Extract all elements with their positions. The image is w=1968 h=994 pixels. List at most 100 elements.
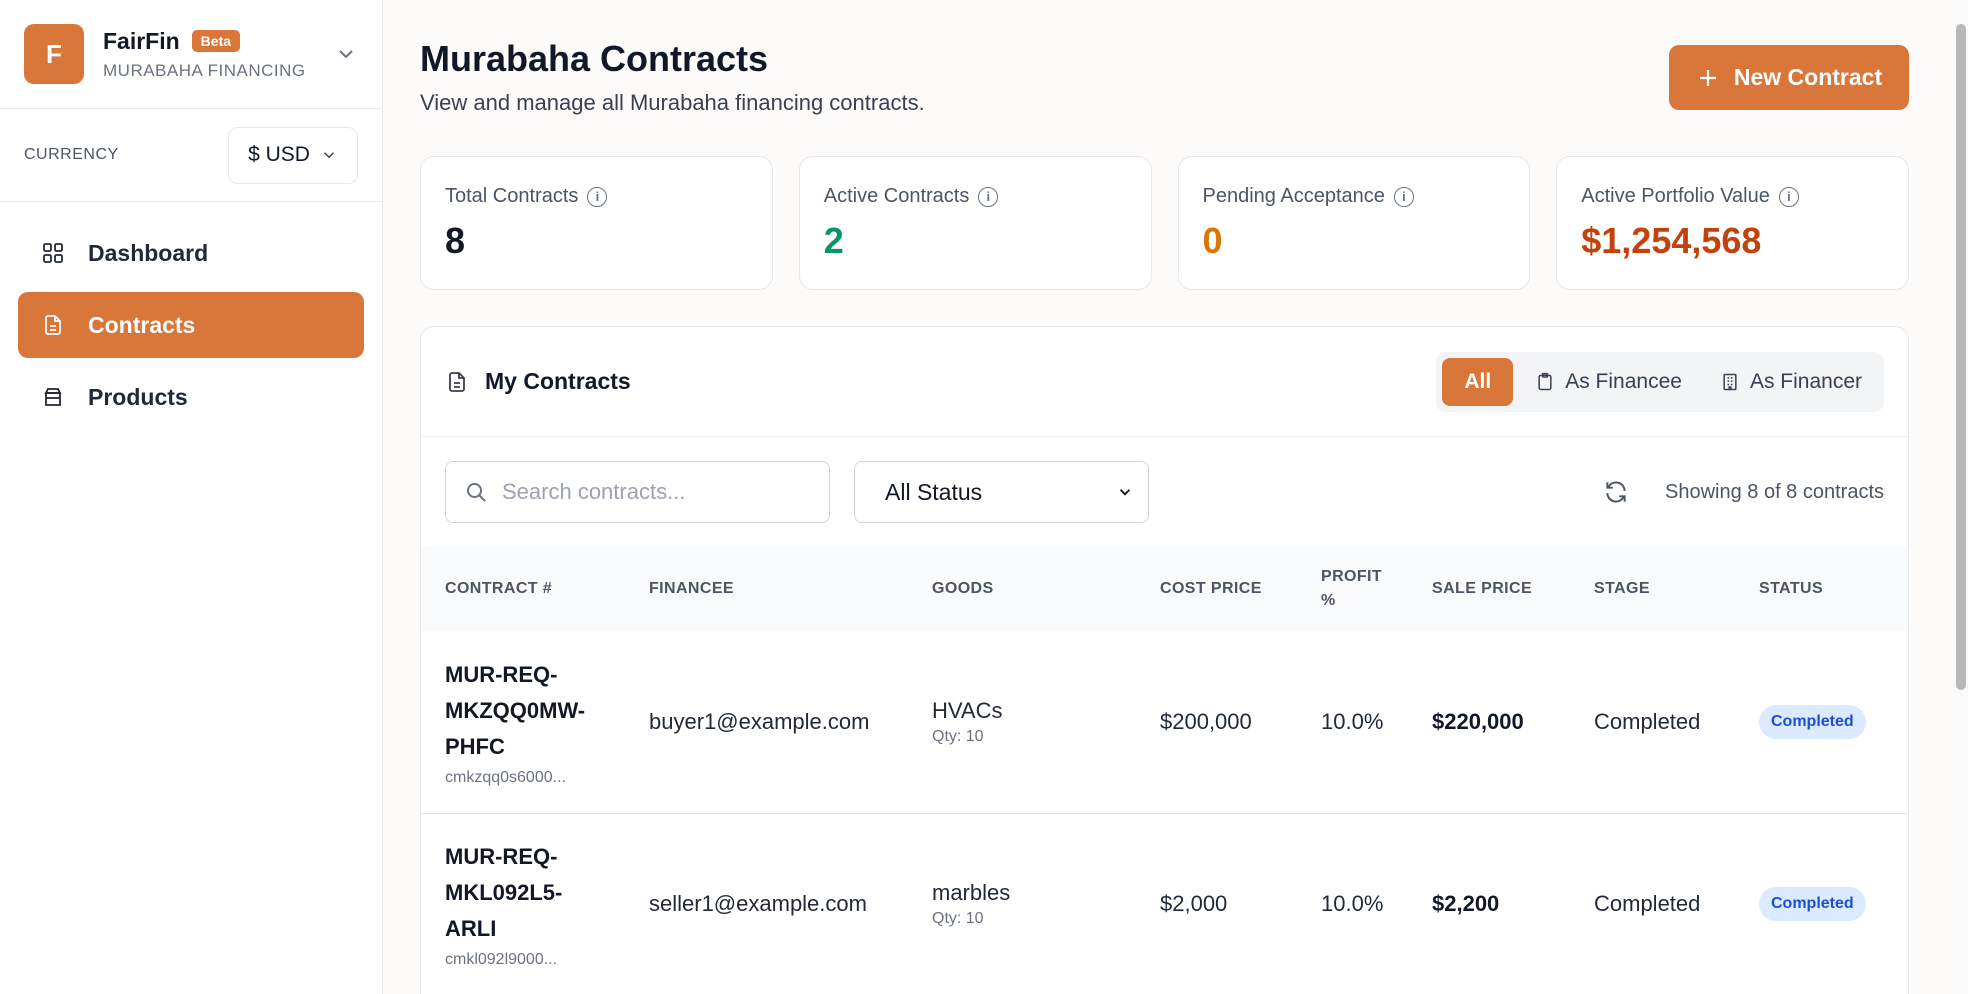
- new-contract-button[interactable]: New Contract: [1669, 45, 1909, 110]
- table-header-row: CONTRACT # FINANCEE GOODS COST PRICE PRO…: [421, 547, 1908, 631]
- search-icon: [467, 483, 486, 502]
- contract-number-line: MUR-REQ-: [445, 844, 558, 869]
- scrollbar-thumb[interactable]: [1956, 24, 1966, 690]
- financee-email: buyer1@example.com: [625, 631, 908, 814]
- contract-number-line: MUR-REQ-: [445, 661, 558, 687]
- status-filter-select[interactable]: All Status: [854, 461, 1149, 523]
- column-header-sale[interactable]: SALE PRICE: [1432, 580, 1533, 597]
- page-title: Murabaha Contracts: [420, 38, 769, 79]
- filter-label: As Financee: [1565, 369, 1682, 393]
- stat-label: Total Contracts: [445, 185, 579, 207]
- page-scrollbar[interactable]: [1954, 0, 1968, 994]
- new-contract-label: New Contract: [1733, 64, 1883, 90]
- nav-item-products[interactable]: Products: [18, 364, 364, 430]
- column-header-cost[interactable]: COST PRICE: [1160, 580, 1262, 597]
- stat-card-portfolio: Active Portfolio Value i $1,254,568: [1556, 156, 1909, 290]
- filter-as-financer[interactable]: As Financer: [1704, 358, 1878, 406]
- box-icon: [40, 384, 66, 410]
- document-icon: [449, 371, 465, 392]
- goods-qty: Qty: 10: [932, 727, 984, 745]
- stat-value: 2: [823, 220, 844, 261]
- search-input[interactable]: [502, 479, 802, 505]
- table-row[interactable]: MUR-REQ- MKL092L5- ARLI cmkl092l9000... …: [421, 813, 1908, 994]
- currency-label: CURRENCY: [24, 146, 119, 163]
- stats-row: Total Contracts i 8 Active Contracts i 2 P…: [420, 156, 1909, 290]
- column-header-goods[interactable]: GOODS: [932, 580, 994, 597]
- column-header-status[interactable]: STATUS: [1759, 580, 1824, 597]
- info-icon[interactable]: i: [978, 186, 999, 207]
- financee-email: seller1@example.com: [625, 813, 908, 994]
- info-icon[interactable]: i: [1778, 186, 1799, 207]
- currency-select[interactable]: $ USD: [228, 126, 358, 184]
- stat-label: Pending Acceptance: [1202, 185, 1385, 207]
- nav-item-contracts[interactable]: Contracts: [18, 292, 364, 358]
- contract-number-line: PHFC: [445, 733, 505, 759]
- contract-id: cmkl092l9000...: [445, 951, 558, 968]
- contracts-table: CONTRACT # FINANCEE GOODS COST PRICE PRO…: [421, 547, 1908, 994]
- main-content: Murabaha Contracts View and manage all M…: [384, 0, 1968, 994]
- info-icon[interactable]: i: [587, 186, 608, 207]
- chevron-down-icon: [323, 152, 334, 159]
- status-badge: Completed: [1759, 887, 1866, 921]
- search-box: [445, 461, 830, 523]
- profit-header-line: %: [1321, 592, 1336, 609]
- sale-price: $2,200: [1408, 813, 1570, 994]
- stat-value: 0: [1202, 220, 1223, 261]
- contract-id: cmkzqq0s6000...: [445, 768, 566, 786]
- nav-item-label: Contracts: [88, 311, 196, 338]
- stage: Completed: [1570, 813, 1735, 994]
- sidebar: F FairFin Beta MURABAHA FINANCING CURREN…: [0, 0, 383, 994]
- sale-price: $220,000: [1408, 631, 1570, 814]
- stat-value: $1,254,568: [1581, 220, 1762, 261]
- contracts-card: My Contracts All As Financee As Financer: [420, 326, 1909, 994]
- main-nav: Dashboard Contracts Products: [0, 202, 382, 454]
- contract-number-line: MKZQQ0MW-: [445, 697, 586, 723]
- brand-subtitle: MURABAHA FINANCING: [103, 60, 306, 80]
- stat-label: Active Contracts: [823, 185, 970, 207]
- cost-price: $2,000: [1136, 813, 1297, 994]
- filter-all[interactable]: All: [1442, 357, 1514, 406]
- currency-value: $ USD: [248, 143, 310, 166]
- cost-price: $200,000: [1136, 631, 1297, 814]
- goods-qty: Qty: 10: [932, 910, 984, 927]
- beta-badge: Beta: [191, 30, 241, 52]
- nav-item-label: Products: [88, 383, 188, 410]
- contract-number[interactable]: MUR-REQ- MKL092L5- ARLI: [445, 839, 605, 947]
- stage: Completed: [1570, 631, 1735, 814]
- nav-item-dashboard[interactable]: Dashboard: [18, 220, 364, 286]
- goods-name: HVACs: [932, 697, 1003, 723]
- profit-percent: 10.0%: [1297, 813, 1408, 994]
- column-header-profit[interactable]: PROFIT %: [1297, 547, 1408, 631]
- building-icon: [1723, 373, 1737, 390]
- refresh-icon[interactable]: [1603, 479, 1629, 505]
- plus-icon: [1699, 69, 1716, 86]
- contract-number[interactable]: MUR-REQ- MKZQQ0MW- PHFC: [445, 657, 605, 765]
- profit-percent: 10.0%: [1297, 631, 1408, 814]
- stat-label: Active Portfolio Value: [1581, 185, 1770, 207]
- chevron-down-icon: [339, 50, 353, 59]
- contract-number-line: ARLI: [445, 916, 497, 941]
- chevron-down-icon: [1119, 489, 1131, 496]
- result-count: Showing 8 of 8 contracts: [1664, 480, 1884, 503]
- goods-name: marbles: [932, 880, 1011, 905]
- filter-label: All: [1464, 369, 1492, 393]
- brand-logo: F: [24, 24, 84, 84]
- column-header-stage[interactable]: STAGE: [1594, 580, 1650, 597]
- brand-switcher[interactable]: F FairFin Beta MURABAHA FINANCING: [0, 0, 382, 109]
- filter-label: As Financer: [1749, 369, 1862, 393]
- role-filter: All As Financee As Financer: [1436, 351, 1884, 412]
- card-title: My Contracts: [485, 368, 631, 394]
- table-row[interactable]: MUR-REQ- MKZQQ0MW- PHFC cmkzqq0s6000... …: [421, 631, 1908, 814]
- document-icon: [40, 312, 66, 338]
- filter-as-financee[interactable]: As Financee: [1519, 358, 1698, 406]
- grid-icon: [40, 240, 66, 266]
- column-header-contract[interactable]: CONTRACT #: [445, 580, 553, 597]
- nav-item-label: Dashboard: [88, 239, 209, 266]
- column-header-financee[interactable]: FINANCEE: [649, 580, 734, 597]
- stat-card-pending: Pending Acceptance i 0: [1177, 156, 1531, 290]
- clipboard-icon: [1538, 372, 1552, 390]
- status-filter-value: All Status: [885, 478, 983, 505]
- page-subtitle: View and manage all Murabaha financing c…: [420, 90, 925, 115]
- stat-value: 8: [445, 220, 466, 261]
- info-icon[interactable]: i: [1393, 186, 1414, 207]
